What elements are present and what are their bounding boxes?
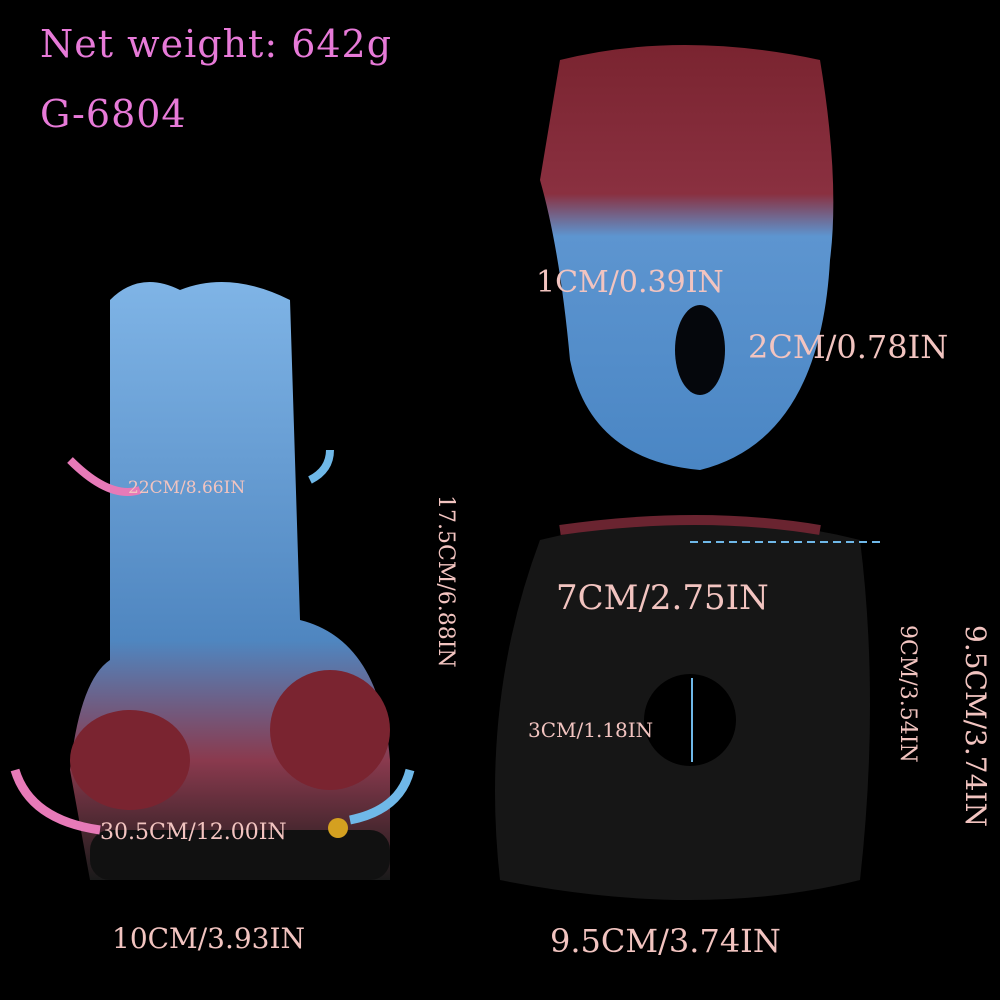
product-top-view <box>540 45 834 470</box>
product-bottom-view <box>495 515 870 900</box>
opening-width-label: 1CM/0.39IN <box>536 265 724 300</box>
dimension-arrows <box>10 228 948 914</box>
net-weight: Net weight: 642g <box>40 22 393 66</box>
inner-width-label: 7CM/2.75IN <box>556 578 769 618</box>
height-label: 17.5CM/6.88IN <box>433 495 458 668</box>
model-number: G-6804 <box>40 92 187 136</box>
outer-height-label: 9.5CM/3.74IN <box>959 625 992 827</box>
inner-height-label: 9CM/3.54IN <box>895 625 920 763</box>
product-side-view <box>70 282 390 880</box>
hole-diameter-label: 3CM/1.18IN <box>528 718 654 742</box>
outer-width-label: 9.5CM/3.74IN <box>550 922 781 960</box>
opening-height-label: 2CM/0.78IN <box>748 328 949 366</box>
top-circumference-label: 22CM/8.66IN <box>128 478 246 498</box>
base-circumference-label: 30.5CM/12.00IN <box>100 820 287 845</box>
base-width-label: 10CM/3.93IN <box>112 922 306 955</box>
